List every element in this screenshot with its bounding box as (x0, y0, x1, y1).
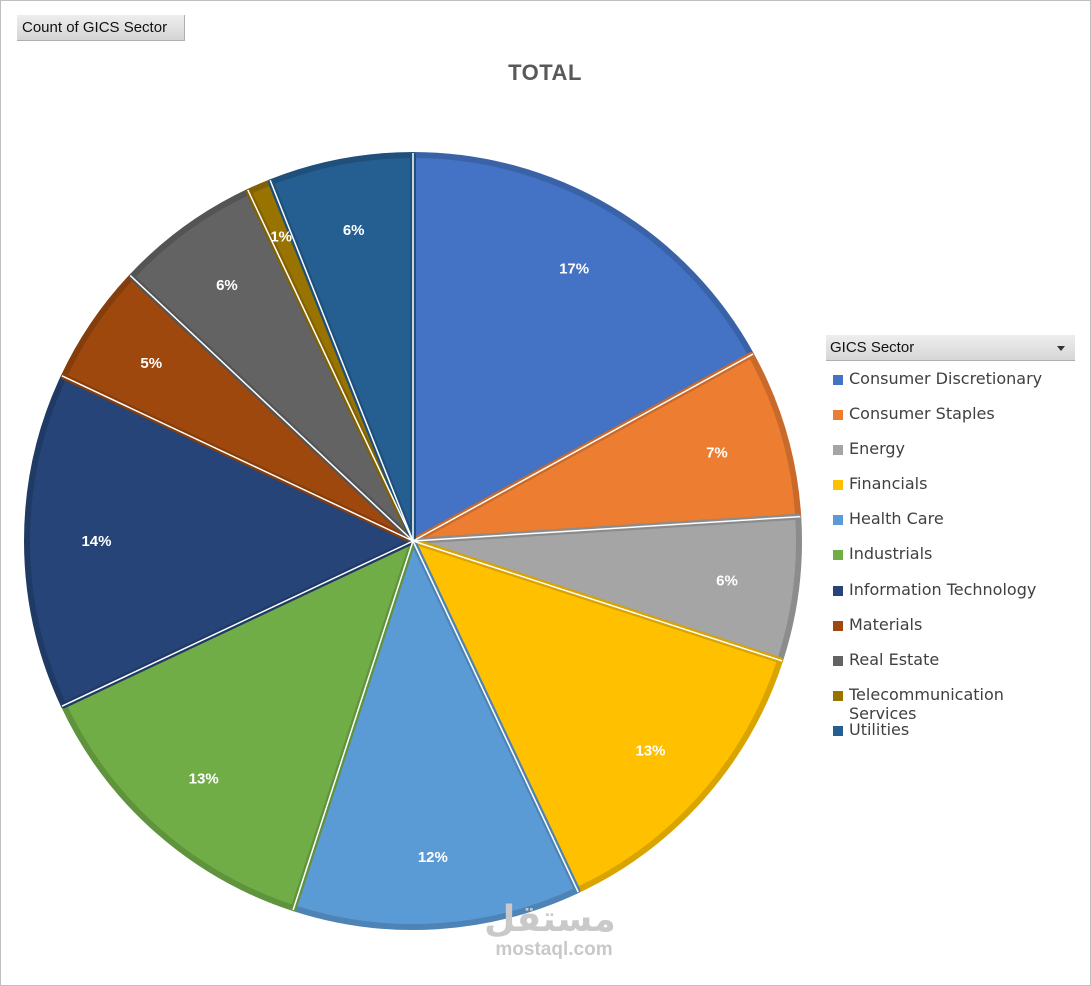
legend-swatch (833, 585, 843, 596)
legend-header-label: GICS Sector (830, 339, 915, 356)
data-label-energy: 6% (716, 573, 738, 590)
legend-item-real-estate[interactable]: Real Estate (826, 650, 1075, 685)
data-label-utilities: 6% (343, 222, 365, 239)
legend: GICS Sector Consumer Discretionary Consum… (826, 335, 1075, 755)
data-label-financials: 13% (635, 742, 665, 759)
legend-swatch (833, 410, 843, 421)
legend-label: Consumer Discretionary (849, 369, 1043, 388)
data-label-consumer-staples: 7% (706, 445, 728, 462)
legend-swatch (833, 655, 843, 666)
pie-slice-utilities[interactable] (267, 152, 416, 544)
legend-item-consumer-staples[interactable]: Consumer Staples (826, 404, 1075, 439)
data-label-health-care: 12% (418, 849, 448, 866)
data-label-real-estate: 6% (216, 277, 238, 294)
legend-label: Consumer Staples (849, 404, 995, 424)
legend-swatch (833, 690, 843, 701)
legend-label: Industrials (849, 544, 933, 564)
slice-separator (292, 540, 414, 911)
legend-label: Utilities (849, 719, 910, 739)
legend-label: Health Care (849, 509, 944, 529)
pie-slice-health-care[interactable] (290, 538, 581, 930)
data-label-consumer-discretionary: 17% (559, 261, 589, 278)
watermark: مستقل mostaql.com (470, 900, 630, 960)
data-label-industrials: 13% (189, 770, 219, 787)
slice-separator (412, 540, 579, 893)
pie-slice-consumer-staples[interactable] (410, 352, 802, 544)
data-label-materials: 5% (140, 355, 162, 372)
watermark-logo-arabic: مستقل (484, 899, 616, 940)
pie-slice-industrials[interactable] (60, 538, 416, 912)
legend-label: Materials (849, 614, 923, 634)
legend-list: Consumer Discretionary Consumer Staples En… (826, 369, 1075, 755)
slice-separator (269, 179, 414, 542)
chevron-down-icon[interactable] (1057, 346, 1065, 351)
slice-separator (61, 540, 414, 707)
legend-swatch (833, 515, 843, 526)
chart-title: TOTAL (508, 60, 582, 85)
legend-item-consumer-discretionary[interactable]: Consumer Discretionary (826, 369, 1075, 404)
legend-swatch (833, 480, 843, 491)
slice-separator (412, 540, 783, 662)
legend-item-health-care[interactable]: Health Care (826, 509, 1075, 544)
slice-separator (412, 515, 801, 542)
pie-slice-consumer-discretionary[interactable] (410, 152, 755, 544)
slice-separator (247, 189, 414, 542)
count-field-button[interactable]: Count of GICS Sector (17, 15, 185, 41)
slice-separator (129, 274, 414, 542)
legend-swatch (833, 725, 843, 736)
legend-label: Information Technology (849, 579, 1037, 599)
legend-swatch (833, 620, 843, 631)
legend-filter-button[interactable]: GICS Sector (826, 335, 1075, 361)
legend-label: Financials (849, 474, 928, 494)
legend-item-information-technology[interactable]: Information Technology (826, 580, 1075, 615)
data-label-information-technology: 14% (81, 533, 111, 550)
slice-separator (61, 375, 414, 542)
legend-item-energy[interactable]: Energy (826, 439, 1075, 474)
legend-label: Telecommunication Services (849, 684, 1004, 723)
pie-slice-information-technology[interactable] (24, 373, 416, 709)
legend-label: Real Estate (849, 649, 940, 669)
legend-swatch (833, 550, 843, 561)
legend-item-telecommunication-services[interactable]: Telecommunication Services (826, 684, 1075, 723)
pie-slice-financials[interactable] (410, 538, 784, 894)
legend-item-utilities[interactable]: Utilities (826, 720, 1075, 755)
slice-separator (412, 353, 754, 542)
legend-swatch (833, 375, 843, 385)
watermark-logo-latin: mostaql.com (495, 939, 613, 960)
data-label-telecommunication-services: 1% (270, 228, 292, 245)
legend-item-industrials[interactable]: Industrials (826, 544, 1075, 579)
legend-item-materials[interactable]: Materials (826, 615, 1075, 650)
legend-label: Energy (849, 439, 906, 459)
legend-swatch (833, 445, 843, 456)
legend-item-financials[interactable]: Financials (826, 474, 1075, 509)
